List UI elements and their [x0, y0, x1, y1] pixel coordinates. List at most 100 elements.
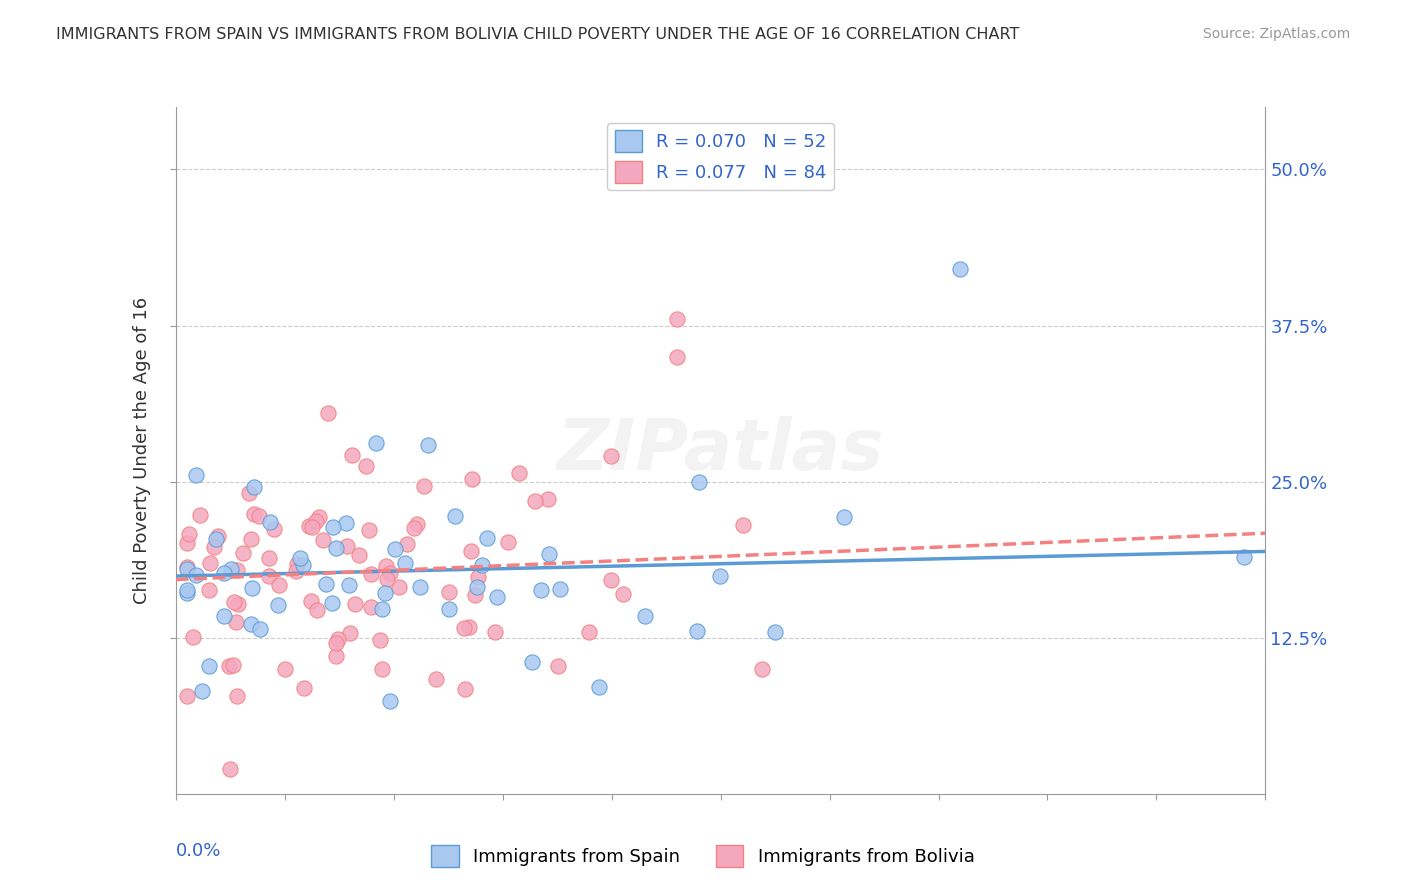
Immigrants from Bolivia [325, 636, 347, 650]
Immigrants from Spain [486, 590, 509, 604]
Immigrants from Bolivia [484, 625, 506, 640]
Text: Source: ZipAtlas.com: Source: ZipAtlas.com [1202, 27, 1350, 41]
Immigrants from Spain [688, 475, 710, 489]
Immigrants from Bolivia [599, 450, 621, 464]
Immigrants from Spain [634, 609, 657, 624]
Immigrants from Bolivia [457, 620, 479, 634]
Immigrants from Bolivia [666, 312, 689, 326]
Immigrants from Bolivia [305, 514, 328, 528]
Immigrants from Bolivia [179, 527, 201, 541]
Immigrants from Spain [176, 586, 198, 600]
Immigrants from Spain [763, 624, 786, 639]
Legend: R = 0.070   N = 52, R = 0.077   N = 84: R = 0.070 N = 52, R = 0.077 N = 84 [607, 123, 834, 191]
Immigrants from Bolivia [218, 659, 240, 673]
Immigrants from Spain [437, 602, 460, 616]
Immigrants from Spain [588, 680, 610, 694]
Immigrants from Bolivia [219, 762, 242, 776]
Immigrants from Bolivia [425, 673, 447, 687]
Immigrants from Spain [709, 569, 731, 583]
Immigrants from Spain [443, 508, 465, 523]
Immigrants from Bolivia [267, 578, 290, 592]
Immigrants from Bolivia [612, 587, 634, 601]
Immigrants from Spain [471, 558, 494, 572]
Immigrants from Bolivia [325, 649, 347, 664]
Immigrants from Spain [259, 515, 281, 529]
Immigrants from Spain [477, 532, 499, 546]
Immigrants from Bolivia [307, 603, 329, 617]
Immigrants from Bolivia [312, 533, 335, 547]
Immigrants from Spain [186, 467, 208, 482]
Immigrants from Bolivia [226, 563, 249, 577]
Immigrants from Spain [537, 547, 560, 561]
Immigrants from Bolivia [238, 486, 260, 500]
Immigrants from Spain [374, 586, 396, 600]
Immigrants from Spain [394, 556, 416, 570]
Immigrants from Spain [191, 683, 214, 698]
Immigrants from Bolivia [176, 559, 198, 574]
Immigrants from Spain [176, 583, 198, 598]
Immigrants from Spain [212, 566, 235, 581]
Immigrants from Spain [266, 598, 288, 612]
Immigrants from Bolivia [508, 466, 530, 480]
Immigrants from Bolivia [523, 494, 546, 508]
Immigrants from Bolivia [751, 662, 773, 676]
Immigrants from Bolivia [537, 492, 560, 507]
Immigrants from Spain [205, 532, 228, 546]
Immigrants from Bolivia [188, 508, 211, 523]
Immigrants from Spain [530, 582, 553, 597]
Immigrants from Bolivia [226, 597, 249, 611]
Immigrants from Bolivia [733, 518, 755, 533]
Immigrants from Bolivia [181, 630, 204, 644]
Immigrants from Bolivia [226, 689, 249, 703]
Immigrants from Bolivia [257, 569, 280, 583]
Immigrants from Spain [240, 582, 263, 596]
Immigrants from Bolivia [360, 566, 382, 581]
Legend: Immigrants from Spain, Immigrants from Bolivia: Immigrants from Spain, Immigrants from B… [425, 838, 981, 874]
Immigrants from Bolivia [360, 599, 382, 614]
Immigrants from Spain [364, 435, 387, 450]
Immigrants from Bolivia [378, 566, 401, 581]
Immigrants from Bolivia [339, 626, 361, 640]
Immigrants from Bolivia [207, 528, 229, 542]
Immigrants from Bolivia [285, 564, 308, 578]
Immigrants from Bolivia [259, 550, 281, 565]
Immigrants from Bolivia [464, 588, 486, 602]
Immigrants from Bolivia [454, 681, 477, 696]
Immigrants from Bolivia [176, 536, 198, 550]
Immigrants from Bolivia [176, 689, 198, 703]
Text: 0.0%: 0.0% [176, 842, 221, 860]
Immigrants from Bolivia [666, 350, 689, 364]
Immigrants from Spain [384, 542, 406, 557]
Immigrants from Bolivia [299, 593, 322, 607]
Immigrants from Bolivia [368, 632, 391, 647]
Immigrants from Bolivia [359, 523, 381, 537]
Immigrants from Bolivia [547, 658, 569, 673]
Immigrants from Bolivia [225, 615, 247, 630]
Immigrants from Spain [949, 262, 972, 277]
Immigrants from Bolivia [222, 657, 245, 672]
Immigrants from Bolivia [224, 595, 246, 609]
Immigrants from Spain [409, 580, 432, 594]
Immigrants from Bolivia [343, 597, 366, 611]
Immigrants from Bolivia [578, 624, 600, 639]
Immigrants from Spain [380, 694, 402, 708]
Immigrants from Spain [465, 580, 488, 594]
Immigrants from Bolivia [354, 458, 377, 473]
Immigrants from Bolivia [298, 518, 321, 533]
Immigrants from Bolivia [240, 532, 263, 546]
Immigrants from Spain [219, 562, 242, 576]
Immigrants from Bolivia [467, 570, 489, 584]
Immigrants from Spain [198, 658, 221, 673]
Immigrants from Bolivia [200, 557, 222, 571]
Immigrants from Bolivia [413, 479, 436, 493]
Immigrants from Spain [1232, 549, 1256, 564]
Immigrants from Bolivia [402, 521, 425, 535]
Immigrants from Spain [322, 520, 344, 534]
Immigrants from Bolivia [247, 508, 270, 523]
Immigrants from Spain [288, 550, 311, 565]
Immigrants from Spain [315, 577, 337, 591]
Immigrants from Bolivia [318, 406, 340, 420]
Immigrants from Bolivia [263, 522, 285, 536]
Immigrants from Spain [321, 596, 343, 610]
Immigrants from Bolivia [285, 558, 308, 572]
